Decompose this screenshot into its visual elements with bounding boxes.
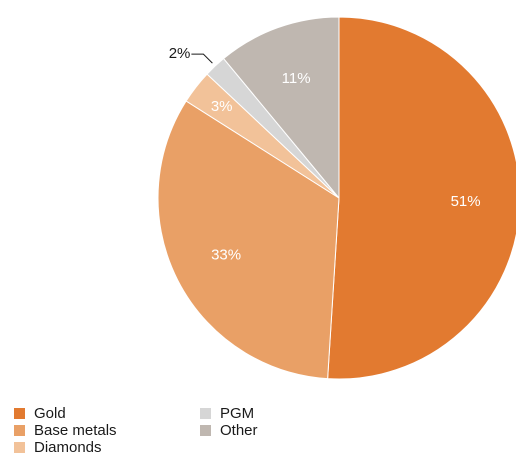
slice-label-pgm: 2%: [169, 45, 191, 62]
legend-swatch-other: [200, 425, 211, 436]
leader-line-pgm: [191, 53, 213, 64]
legend-label-pgm: PGM: [220, 405, 255, 422]
slice-label-gold: 51%: [451, 193, 481, 210]
legend-item-gold: Gold: [14, 405, 66, 422]
legend-item-base-metals: Base metals: [14, 422, 117, 439]
pie-slice-other: [222, 16, 340, 200]
legend-swatch-gold: [14, 408, 25, 419]
slice-label-diamonds: 3%: [211, 98, 233, 115]
legend-swatch-diamonds: [14, 442, 25, 453]
legend-item-diamonds: Diamonds: [14, 439, 102, 456]
legend-swatch-base-metals: [14, 425, 25, 436]
legend-label-other: Other: [220, 422, 258, 439]
legend-label-gold: Gold: [34, 405, 66, 422]
slice-label-base-metals: 33%: [211, 246, 241, 263]
pie-slice-base-metals: [157, 100, 340, 380]
pie-slice-gold: [327, 16, 516, 380]
legend-label-base-metals: Base metals: [34, 422, 117, 439]
legend-label-diamonds: Diamonds: [34, 439, 102, 456]
legend-item-other: Other: [200, 422, 258, 439]
legend-item-pgm: PGM: [200, 405, 254, 422]
legend-swatch-pgm: [200, 408, 211, 419]
slice-label-other: 11%: [282, 70, 311, 87]
